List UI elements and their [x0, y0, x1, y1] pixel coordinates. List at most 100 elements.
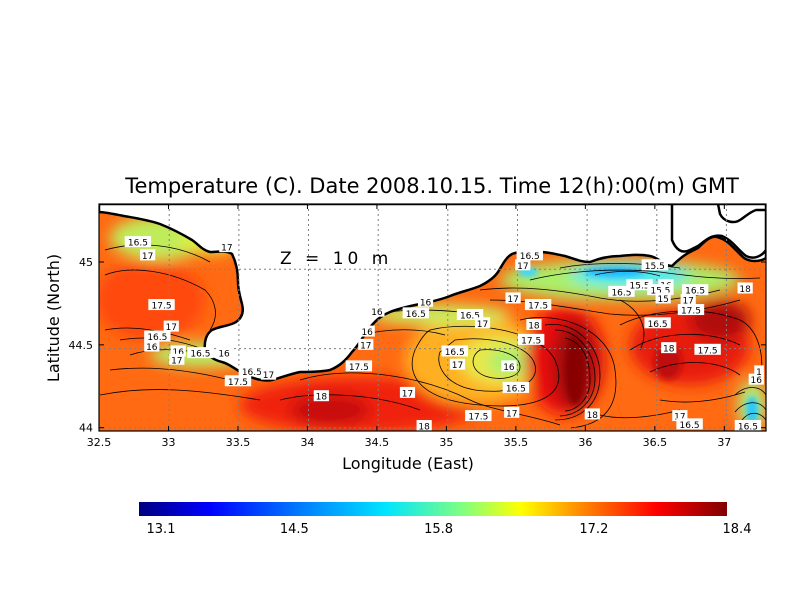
contour-label-bg: [358, 338, 374, 350]
contour-label-bg: [737, 282, 753, 294]
contour-label: 18: [313, 390, 329, 403]
contour-label: 17: [672, 410, 688, 423]
contour-label-bg: [402, 307, 430, 319]
contour-label-text: 17.5: [698, 346, 718, 356]
land-taman: [716, 204, 766, 224]
contour-label: 17.5: [224, 375, 252, 388]
contour-label: 15.5: [647, 284, 674, 297]
contour-label: 16: [144, 340, 160, 353]
contour-label: 15.5: [626, 279, 653, 292]
contour-label-bg: [524, 299, 552, 311]
contour-label: 15: [655, 292, 671, 305]
contour-label-text: 17.5: [152, 302, 172, 312]
contour-label-text: 16.5: [147, 333, 167, 343]
x-tick-label: 36.5: [643, 436, 668, 449]
contour-label-bg: [369, 305, 385, 317]
contour-label: 16.5: [502, 381, 530, 394]
contour-label-bg: [474, 317, 491, 329]
contour-label-bg: [416, 420, 432, 431]
contour-label-text: 17: [507, 295, 518, 305]
contour-label-text: 16.5: [460, 312, 480, 322]
colorbar-tick-label: 18.4: [723, 522, 752, 537]
y-axis-label: Latitude (North): [44, 254, 63, 382]
contour-label: 15.5: [641, 259, 669, 272]
contour-label-bg: [517, 333, 545, 345]
contour-label-bg: [504, 406, 520, 418]
contour-label-text: 17: [517, 262, 528, 272]
contour-label: 16.5: [516, 249, 543, 262]
y-tick-label: 44: [79, 422, 93, 435]
contour-label: 16.5: [608, 285, 635, 298]
contour-label: 17: [504, 406, 520, 419]
contour-label-bg: [526, 318, 542, 330]
contour-label: 18: [584, 408, 600, 421]
contour-label-bg: [680, 294, 696, 306]
contour-label-bg: [644, 317, 671, 329]
contour-label-bg: [140, 249, 156, 261]
contour-label-bg: [216, 347, 232, 359]
contour-label-bg: [187, 347, 214, 359]
contour-label: 16.5: [144, 330, 171, 343]
contour-label-text: 16: [371, 308, 383, 318]
contour-label-text: 16.5: [242, 368, 262, 378]
contour-label-text: 15: [657, 295, 668, 305]
contour-label-text: 1: [756, 368, 762, 378]
contour-label: 17: [515, 259, 531, 272]
x-tick-label: 33: [161, 436, 175, 449]
contour-label: 16.5: [402, 307, 430, 320]
contour-label-bg: [754, 365, 764, 377]
x-tick-label: 32.5: [87, 436, 112, 449]
contour-label: 17.5: [345, 360, 373, 373]
y-axis: 44 44.5 45: [69, 256, 766, 435]
colorbar-tick-label: 13.1: [147, 522, 176, 537]
contour-label: 17: [474, 317, 491, 330]
contour-label-text: 17: [402, 389, 413, 399]
contour-label-bg: [677, 304, 705, 316]
contour-label-bg: [608, 285, 635, 297]
contour-label-text: 18: [587, 411, 599, 421]
contour-label-bg: [148, 299, 175, 311]
contour-label-bg: [238, 365, 266, 377]
contour-label: 16.5: [676, 418, 703, 431]
contour-label-bg: [584, 408, 600, 420]
contour-label-bg: [163, 320, 179, 332]
y-tick-label: 44.5: [69, 339, 94, 352]
contour-label-text: 16.5: [445, 348, 465, 358]
contour-label: 16: [501, 360, 517, 373]
colorbar-tick-label: 14.5: [280, 522, 309, 537]
contour-label: 17: [260, 368, 277, 381]
contour-label-text: 16.5: [128, 239, 148, 249]
contour-label-bg: [734, 420, 762, 431]
contour-label-bg: [748, 373, 764, 385]
contour-label-text: 17: [221, 244, 232, 254]
contour-label-bg: [170, 345, 186, 357]
x-tick-label: 36: [578, 436, 592, 449]
contour-label-text: 16.5: [648, 320, 668, 330]
contour-label: 17.5: [694, 343, 721, 356]
contour-label-bg: [224, 375, 252, 387]
contour-label: 17: [163, 320, 179, 333]
contour-label: 16: [170, 345, 186, 358]
contour-label: 17: [358, 338, 374, 351]
contour-label: 16.5: [441, 345, 468, 358]
x-tick-label: 35: [439, 436, 453, 449]
colorbar-ticks: 13.1 14.5 15.8 17.2 18.4: [147, 522, 752, 537]
chart-title: Temperature (C). Date 2008.10.15. Time 1…: [124, 174, 739, 198]
contour-label: 17: [680, 294, 696, 307]
contour-label-bg: [516, 249, 543, 261]
contour-label-text: 17.5: [681, 307, 701, 317]
contour-label: 17: [399, 386, 416, 399]
contour-label: 17: [219, 241, 235, 254]
contour-label-text: 18: [316, 393, 328, 403]
contour-label: 18: [416, 420, 432, 431]
contour-label: 16.5: [124, 236, 152, 249]
contour-label-bg: [672, 410, 688, 422]
contour-label-text: 17: [142, 252, 153, 262]
contour-label-text: 17: [506, 409, 517, 419]
contour-label: 17: [505, 292, 521, 305]
contour-label-text: 18: [663, 345, 675, 355]
contour-label-bg: [124, 236, 152, 248]
contour-label-text: 17.5: [528, 302, 548, 312]
x-axis: 32.5 33 33.5 34 34.5 35 35.5 36 36.5 37: [87, 204, 731, 449]
